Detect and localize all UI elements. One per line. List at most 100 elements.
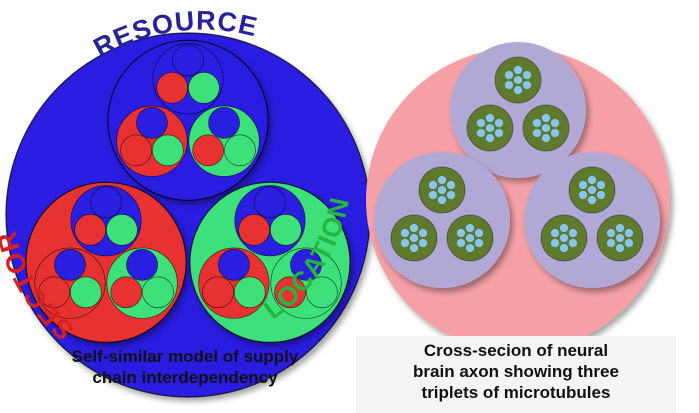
- tubulin-subunit: [504, 80, 514, 90]
- nested-circle-level-3: [54, 249, 86, 281]
- tubulin-subunit: [474, 228, 484, 238]
- tubulin-subunit: [615, 223, 625, 233]
- tubulin-subunit: [550, 128, 560, 138]
- tubulin-subunit: [494, 118, 504, 128]
- tubulin-subunit: [606, 228, 616, 238]
- nested-circle-level-3: [202, 276, 234, 309]
- tubulin-subunit: [541, 113, 551, 123]
- tubulin-subunit: [513, 75, 523, 85]
- tubulin-subunit: [409, 243, 419, 253]
- tubulin-subunit: [476, 128, 486, 138]
- tubulin-subunit: [485, 113, 495, 123]
- left-caption: Self-similar model of supply chain inter…: [20, 346, 350, 388]
- tubulin-subunit: [446, 180, 456, 190]
- tubulin-subunit: [476, 118, 486, 128]
- tubulin-subunit: [587, 185, 597, 195]
- nested-circle-level-3: [208, 107, 240, 139]
- right-caption-box: [356, 336, 676, 413]
- left-caption-line-1: Self-similar model of supply: [71, 347, 299, 366]
- tubulin-subunit: [428, 180, 438, 190]
- nested-circle-level-3: [142, 276, 174, 309]
- nested-circle-level-3: [270, 214, 302, 246]
- tubulin-subunit: [578, 180, 588, 190]
- tubulin-subunit: [541, 133, 551, 143]
- tubulin-subunit: [400, 238, 410, 248]
- tubulin-subunit: [485, 123, 495, 133]
- tubulin-subunit: [559, 243, 569, 253]
- tubulin-subunit: [615, 243, 625, 253]
- tubulin-subunit: [550, 118, 560, 128]
- right-caption: Cross-secion of neural brain axon showin…: [356, 340, 676, 403]
- nested-circle-level-3: [233, 276, 266, 309]
- tubulin-subunit: [596, 190, 606, 200]
- tubulin-subunit: [624, 228, 634, 238]
- nested-circle-level-3: [74, 214, 106, 246]
- tubulin-subunit: [606, 238, 616, 248]
- tubulin-subunit: [456, 228, 466, 238]
- tubulin-subunit: [578, 190, 588, 200]
- tubulin-subunit: [485, 133, 495, 143]
- tubulin-subunit: [568, 238, 578, 248]
- nested-circle-level-3: [274, 276, 306, 309]
- tubulin-subunit: [465, 223, 475, 233]
- left-caption-line-2: chain interdependency: [92, 368, 278, 387]
- nested-circle-level-3: [306, 276, 338, 309]
- nested-circle-level-3: [238, 214, 270, 246]
- tubulin-subunit: [587, 175, 597, 185]
- tubulin-subunit: [428, 190, 438, 200]
- right-caption-line-1: Cross-secion of neural: [423, 341, 609, 360]
- tubulin-subunit: [437, 195, 447, 205]
- nested-circle-level-3: [126, 249, 158, 281]
- tubulin-subunit: [513, 65, 523, 75]
- nested-circle-level-3: [136, 107, 168, 139]
- nested-circle-level-3: [192, 134, 224, 167]
- tubulin-subunit: [532, 128, 542, 138]
- nested-circle-level-3: [172, 44, 204, 77]
- nested-circle-level-3: [70, 276, 102, 309]
- tubulin-subunit: [568, 228, 578, 238]
- tubulin-subunit: [550, 228, 560, 238]
- tubulin-subunit: [400, 228, 410, 238]
- tubulin-subunit: [615, 233, 625, 243]
- tubulin-subunit: [504, 70, 514, 80]
- tubulin-subunit: [418, 228, 428, 238]
- nested-circle-level-3: [218, 249, 250, 281]
- supply-chain-diagram: [5, 32, 371, 398]
- nested-circle-level-3: [110, 276, 143, 309]
- tubulin-subunit: [513, 85, 523, 95]
- nested-circle-level-3: [38, 276, 70, 309]
- tubulin-subunit: [465, 233, 475, 243]
- tubulin-subunit: [418, 238, 428, 248]
- nested-circle-level-3: [188, 72, 220, 104]
- tubulin-subunit: [532, 118, 542, 128]
- tubulin-subunit: [409, 233, 419, 243]
- tubulin-subunit: [587, 195, 597, 205]
- nested-circle-level-3: [290, 249, 322, 281]
- tubulin-subunit: [550, 238, 560, 248]
- right-caption-line-2: brain axon showing three: [413, 362, 619, 381]
- tubulin-subunit: [522, 80, 532, 90]
- tubulin-subunit: [474, 238, 484, 248]
- tubulin-subunit: [522, 70, 532, 80]
- tubulin-subunit: [409, 223, 419, 233]
- tubulin-subunit: [624, 238, 634, 248]
- nested-circle-level-3: [254, 186, 286, 219]
- tubulin-subunit: [541, 123, 551, 133]
- tubulin-subunit: [437, 175, 447, 185]
- nested-circle-level-3: [224, 134, 256, 167]
- tubulin-subunit: [559, 223, 569, 233]
- nested-circle-level-3: [90, 186, 122, 219]
- axon-cross-section-diagram: [366, 42, 670, 352]
- nested-circle-level-3: [120, 134, 152, 167]
- nested-circle-level-3: [106, 214, 138, 246]
- tubulin-subunit: [596, 180, 606, 190]
- right-caption-line-3: triplets of microtubules: [421, 383, 611, 402]
- nested-circle-level-3: [152, 134, 184, 167]
- tubulin-subunit: [494, 128, 504, 138]
- nested-circle-level-3: [156, 72, 188, 104]
- tubulin-subunit: [437, 185, 447, 195]
- tubulin-subunit: [559, 233, 569, 243]
- tubulin-subunit: [456, 238, 466, 248]
- tubulin-subunit: [446, 190, 456, 200]
